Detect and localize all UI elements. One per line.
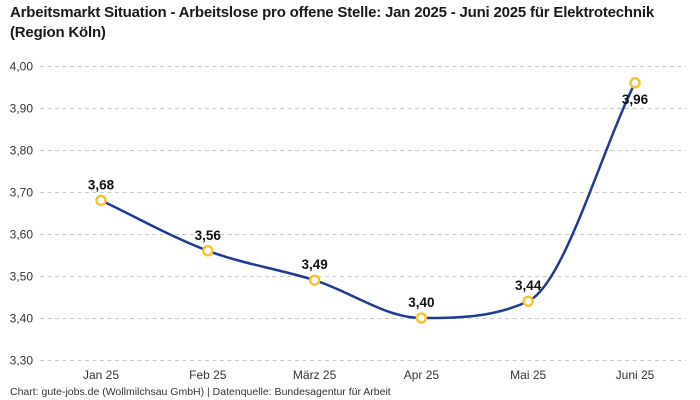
y-axis-tick-label: 3,90: [10, 102, 34, 116]
series-line: [99, 81, 637, 320]
y-axis-tick-label: 3,40: [10, 312, 34, 326]
y-axis-tick-label: 3,70: [10, 186, 34, 200]
x-axis-tick-label: Juni 25: [616, 368, 655, 382]
y-axis-tick-label: 3,50: [10, 270, 34, 284]
data-point-marker[interactable]: [95, 194, 107, 207]
data-point-label: 3,44: [515, 278, 542, 293]
y-axis-tick-label: 3,60: [10, 228, 34, 242]
data-point-label: 3,49: [301, 257, 327, 272]
data-point-label: 3,68: [88, 177, 115, 192]
data-point-label: 3,40: [408, 295, 434, 310]
chart-title: Arbeitsmarkt Situation - Arbeitslose pro…: [10, 4, 654, 41]
data-point-label: 3,96: [622, 92, 649, 107]
chart-credit: Chart: gute-jobs.de (Wollmilchsau GmbH) …: [10, 386, 391, 398]
data-point-marker[interactable]: [415, 312, 428, 324]
y-axis-tick-label: 3,30: [10, 354, 34, 368]
y-axis-tick-label: 3,80: [10, 144, 34, 158]
data-point-marker[interactable]: [522, 295, 534, 307]
y-axis-tick-label: 4,00: [10, 60, 34, 74]
data-point-label: 3,56: [195, 228, 222, 243]
x-axis-tick-label: Apr 25: [404, 368, 440, 382]
x-axis-tick-label: Jan 25: [83, 368, 119, 382]
x-axis-tick-label: Feb 25: [189, 368, 227, 382]
x-axis-tick-label: Mai 25: [510, 368, 546, 382]
data-point-marker[interactable]: [308, 274, 321, 286]
data-point-marker[interactable]: [629, 77, 641, 89]
x-axis-tick-label: März 25: [293, 368, 337, 382]
data-point-marker[interactable]: [202, 245, 214, 257]
